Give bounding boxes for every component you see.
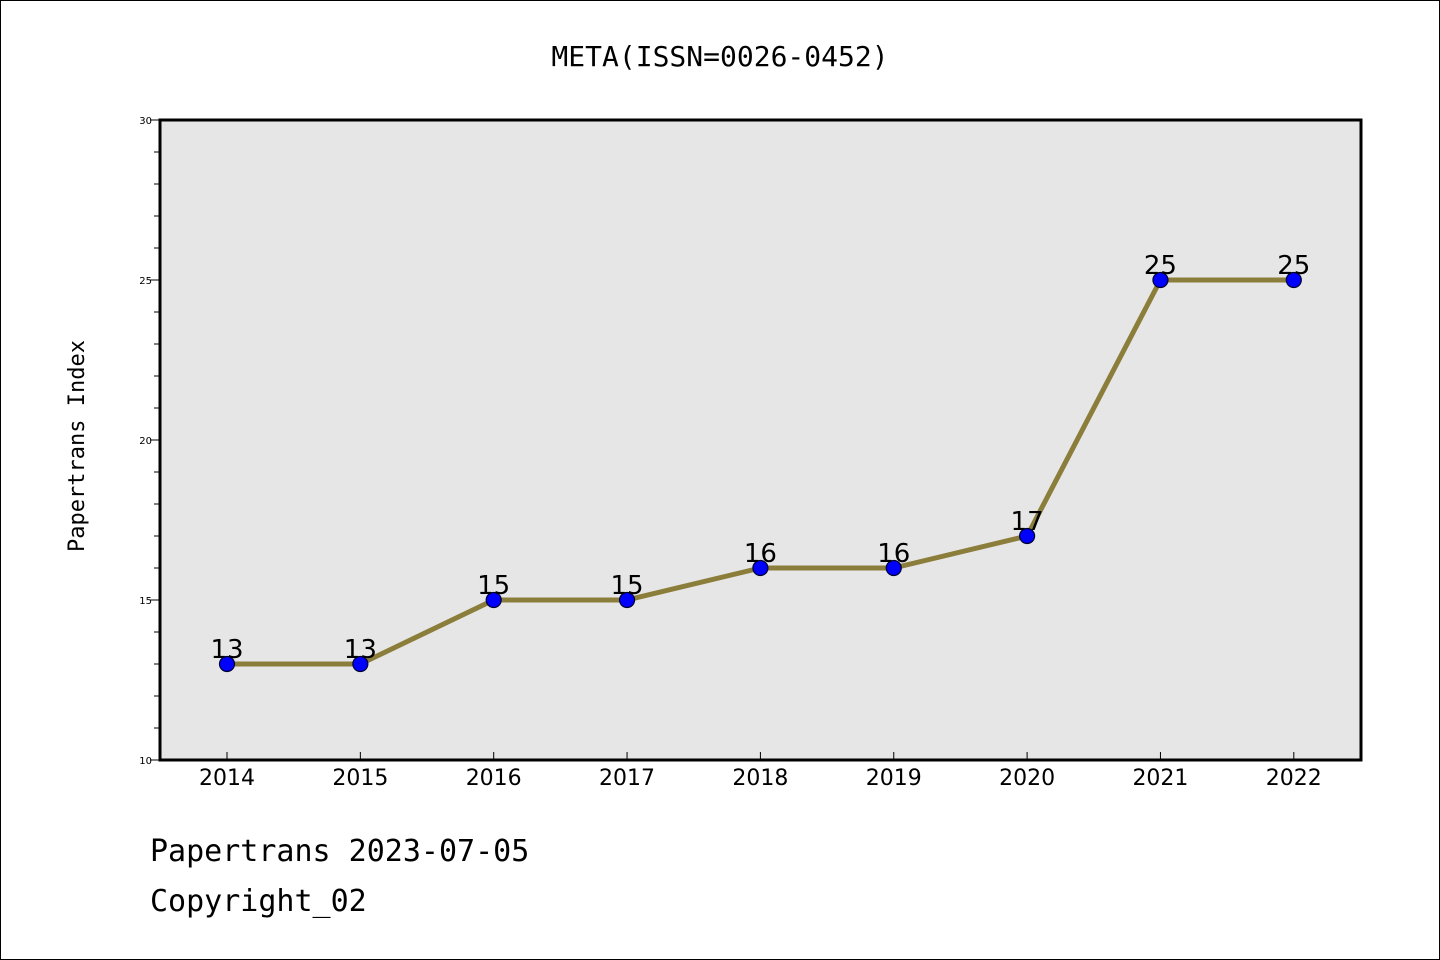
x-tick-label: 2022 — [1266, 766, 1322, 791]
data-label: 25 — [1144, 251, 1177, 281]
y-axis-label: Papertrans Index — [65, 340, 90, 552]
x-tick-label: 2021 — [1132, 766, 1188, 791]
data-label: 15 — [611, 571, 644, 601]
x-tick-label: 2020 — [999, 766, 1055, 791]
data-label: 17 — [1011, 507, 1044, 537]
chart-title: META(ISSN=0026-0452) — [551, 40, 888, 73]
plot-area — [160, 120, 1361, 760]
x-tick-label: 2014 — [199, 766, 255, 791]
data-point — [1018, 527, 1036, 545]
y-tick-label: 30 — [139, 116, 152, 127]
y-tick-label: 20 — [139, 436, 152, 447]
plot-border — [158, 118, 1363, 762]
data-label: 13 — [210, 635, 243, 665]
x-tick-label: 2016 — [466, 766, 522, 791]
data-point — [885, 559, 902, 577]
data-point — [1152, 271, 1169, 289]
data-point — [485, 591, 502, 609]
data-point — [1285, 271, 1302, 289]
x-axis: 2014 2015 2016 2017 2018 2019 2020 2021 2022 — [199, 752, 1322, 791]
y-tick-label: 10 — [139, 756, 152, 767]
x-tick-label: 2015 — [332, 766, 388, 791]
y-tick-label: 25 — [139, 276, 152, 287]
series-line-group: 13 13 15 15 16 16 17 25 25 — [210, 251, 1310, 673]
y-axis: 10 15 20 25 30 — [139, 116, 160, 767]
x-tick-label: 2019 — [866, 766, 922, 791]
data-point — [218, 655, 236, 673]
data-label: 16 — [877, 539, 910, 569]
data-label: 15 — [477, 571, 510, 601]
data-label: 16 — [744, 539, 777, 569]
y-tick-label: 15 — [139, 596, 152, 607]
data-label: 13 — [344, 635, 377, 665]
footer-copyright: Copyright_02 — [150, 884, 367, 919]
data-label: 25 — [1277, 251, 1310, 281]
data-point — [752, 559, 769, 577]
data-point — [618, 591, 636, 609]
data-point — [352, 655, 369, 673]
x-tick-label: 2017 — [599, 766, 655, 791]
footer-date: Papertrans 2023-07-05 — [150, 834, 530, 869]
x-tick-label: 2018 — [732, 766, 788, 791]
